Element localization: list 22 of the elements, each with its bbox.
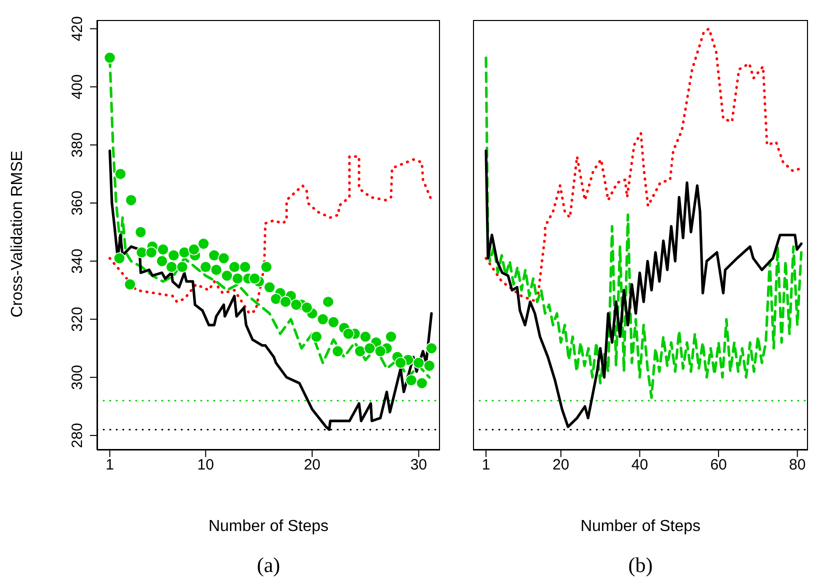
y-tick-label: 420 — [69, 16, 86, 42]
y-tick-label: 380 — [69, 132, 86, 158]
y-tick-label: 280 — [69, 422, 86, 448]
x-tick-label: 1 — [482, 456, 490, 474]
text: (b) — [627, 553, 654, 578]
x-axis-title: Number of Steps — [207, 518, 330, 536]
x-tick-label: 30 — [410, 456, 428, 474]
x-tick-label: 60 — [710, 456, 727, 474]
y-axis-title: Cross-Validation RMSE — [9, 150, 27, 320]
x-axis-title: Number of Steps — [579, 518, 702, 536]
x-tick-label: 20 — [304, 456, 321, 474]
y-tick-label: 320 — [69, 306, 86, 332]
y-tick-label: 300 — [69, 364, 86, 390]
x-tick-label: 40 — [631, 456, 648, 474]
y-tick-label: 360 — [69, 190, 86, 216]
x-tick-label: 80 — [789, 456, 806, 474]
text: (a) — [256, 553, 282, 578]
y-tick-label: 400 — [69, 74, 86, 100]
x-tick-label: 1 — [106, 456, 114, 474]
y-tick-label: 340 — [69, 248, 86, 274]
x-tick-label: 20 — [552, 456, 570, 474]
x-tick-label: 10 — [197, 456, 214, 474]
